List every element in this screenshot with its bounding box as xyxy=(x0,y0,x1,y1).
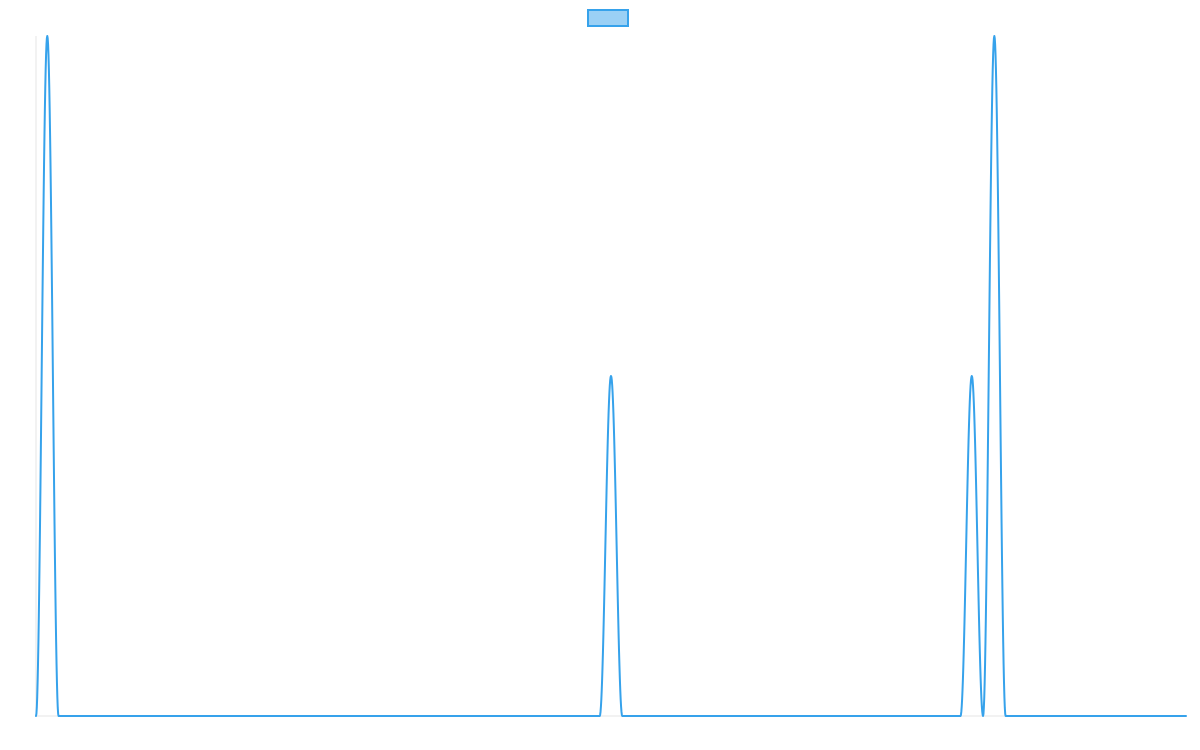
data-point xyxy=(958,713,964,719)
legend[interactable] xyxy=(587,9,629,27)
data-point xyxy=(44,33,50,39)
data-point xyxy=(1025,713,1031,719)
data-point xyxy=(597,713,603,719)
data-point xyxy=(642,713,648,719)
data-point xyxy=(1003,713,1009,719)
data-point xyxy=(991,33,997,39)
data-point xyxy=(78,713,84,719)
data-point xyxy=(969,373,975,379)
data-point xyxy=(56,713,62,719)
data-point xyxy=(1183,713,1189,719)
data-point xyxy=(608,373,614,379)
legend-swatch[interactable] xyxy=(587,9,629,27)
data-point xyxy=(619,713,625,719)
data-point xyxy=(33,713,39,719)
series-layer xyxy=(33,33,1189,719)
data-point xyxy=(1014,713,1020,719)
data-point xyxy=(980,713,986,719)
series-line xyxy=(35,35,1187,717)
